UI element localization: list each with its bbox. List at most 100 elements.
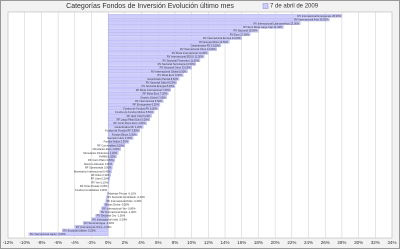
value-label: 0,20% xyxy=(101,176,109,180)
bar xyxy=(108,36,242,40)
value-label: 0,40% xyxy=(103,169,111,173)
bar xyxy=(108,99,164,103)
bar-label: RF Mixta Euro 7,20% xyxy=(143,91,168,95)
bar-label: RF Mixta Internacional 7,50% xyxy=(136,88,171,92)
category-label: RV Sectorial Salud xyxy=(146,80,168,84)
bar xyxy=(108,77,180,81)
bar-label: RV Sectorial Otros 10,00% xyxy=(160,65,192,69)
x-tick-label: -12% xyxy=(3,240,14,245)
bar xyxy=(108,29,259,33)
category-label: RV Mixta Euro xyxy=(158,73,175,77)
bar xyxy=(108,147,121,151)
category-label: Fondos Índice xyxy=(104,139,121,143)
category-label: Garantizados RF xyxy=(115,125,135,129)
category-label: RV Internacional India xyxy=(92,217,118,221)
category-label: RV Sectorial Agua xyxy=(84,221,106,225)
category-label: RV Sectorial Oro xyxy=(97,213,117,217)
x-tick-label: 18% xyxy=(254,240,263,245)
category-label: RV Sectorial Financiero xyxy=(162,58,190,62)
value-label: -0,80% xyxy=(127,206,136,210)
bar xyxy=(95,214,109,218)
bar-label: Garantizado Parcial 8,50% xyxy=(147,76,179,80)
value-label: 1,20% xyxy=(110,150,118,154)
category-label: RV Internacional Otros xyxy=(180,47,207,51)
x-tick-label: 10% xyxy=(187,240,196,245)
bar-label: Fondos de Fondos RV 6,00% xyxy=(123,106,158,110)
value-label: 21,00% xyxy=(274,25,283,29)
bar-label: RV Internacional Europa 16,00% xyxy=(203,36,241,40)
value-label: 7,20% xyxy=(160,91,168,95)
bar xyxy=(108,132,138,136)
value-label: 23,00% xyxy=(290,21,299,25)
bar xyxy=(108,84,176,88)
bar-label: RV Internacional Asia 26,50% xyxy=(294,17,329,21)
value-label: 2,00% xyxy=(117,143,125,147)
category-label: Fondos de Fondos Mixtos xyxy=(115,110,146,114)
bar-label: RV Internacional Rusia -1,00% xyxy=(101,210,137,214)
bar-label: Fondos Índice 2,50% xyxy=(104,139,129,143)
category-label: RV Internacional Rusia xyxy=(101,210,128,214)
bar-label: RV Sectorial Inmobiliario -0,20% xyxy=(108,195,146,199)
value-label: 4,20% xyxy=(135,125,143,129)
value-label: -5,50% xyxy=(87,228,96,232)
bar-label: RF Internacional Dólar -0,30% xyxy=(107,199,143,203)
bar-label: RV Internacional Japón -9,50% xyxy=(30,232,67,236)
category-label: RV Internacional Japón xyxy=(30,232,57,236)
bar xyxy=(108,32,251,36)
category-label: Retorno Absoluto xyxy=(84,162,104,166)
bar-label: FIAMM 1,00% xyxy=(99,154,116,158)
category-label: Fondos de Fondos RF xyxy=(105,128,131,132)
bar xyxy=(108,88,171,92)
bar-label: Garantizados RF 4,20% xyxy=(115,125,143,129)
value-label: -1,50% xyxy=(117,213,126,217)
value-label: -0,20% xyxy=(137,195,146,199)
bar xyxy=(108,165,113,170)
x-tick-label: 26% xyxy=(321,240,330,245)
bar-label: RV Europa Mixta 14,50% xyxy=(199,39,229,43)
x-tick-label: -2% xyxy=(87,240,95,245)
value-label: 7,50% xyxy=(162,88,170,92)
bar-label: Garantizados RV 13,50% xyxy=(191,43,221,47)
bar xyxy=(91,217,109,221)
value-label: 26,50% xyxy=(320,17,329,21)
bar xyxy=(28,232,109,236)
category-label: RV Sectorial Inmobiliario xyxy=(108,195,137,199)
bar xyxy=(108,21,301,25)
chart-title: Categorías Fondos de Inversión Evolución… xyxy=(66,3,234,10)
category-label: RV Sectorial Utilities xyxy=(63,228,87,232)
value-label: 9,50% xyxy=(179,69,187,73)
value-label: 8,00% xyxy=(167,84,175,88)
bar-label: RV Euro 17,00% xyxy=(230,32,250,36)
x-tick-label: 22% xyxy=(287,240,296,245)
value-label: 3,80% xyxy=(132,128,140,132)
value-label: 11,00% xyxy=(190,58,199,62)
value-label: 9,00% xyxy=(175,73,183,77)
category-label: RV Sectorial Otros xyxy=(160,65,182,69)
bar-label: RV Internacional Emergentes 28,00% xyxy=(298,14,342,18)
value-label: 7,00% xyxy=(158,95,166,99)
bar-label: RF Internacional Yen -0,80% xyxy=(102,206,136,210)
value-label: 5,00% xyxy=(142,117,150,121)
bar-label: Materias Primas -0,10% xyxy=(108,191,136,195)
category-label: RF Otras Divisas xyxy=(80,184,100,188)
value-label: 12,00% xyxy=(199,51,208,55)
category-label: Monetarios Dinámicos xyxy=(83,150,109,154)
category-label: Fondos de Fondos RV xyxy=(123,106,149,110)
legend-label: 7 de abril de 2009 xyxy=(270,4,319,10)
bar xyxy=(108,151,119,155)
value-label: 8,20% xyxy=(168,80,176,84)
bar xyxy=(108,125,144,129)
value-label: -0,30% xyxy=(133,199,142,203)
value-label: 13,00% xyxy=(207,47,216,51)
category-label: Materias Primas xyxy=(108,191,127,195)
bar xyxy=(108,54,205,59)
bar-label: RF Convertibles 2,00% xyxy=(97,143,124,147)
value-label: -4,00% xyxy=(103,224,112,228)
bar-label: RV Mixta Euro 9,00% xyxy=(158,73,183,77)
value-label: -0,50% xyxy=(121,202,130,206)
x-tick-label: -8% xyxy=(37,240,45,245)
category-label: RV Mixta Internacional xyxy=(172,51,198,55)
bar-label: RF Otras Divisas 0,05% xyxy=(80,184,108,188)
x-tick-label: 32% xyxy=(371,240,380,245)
category-label: RF Dólar xyxy=(91,173,102,177)
